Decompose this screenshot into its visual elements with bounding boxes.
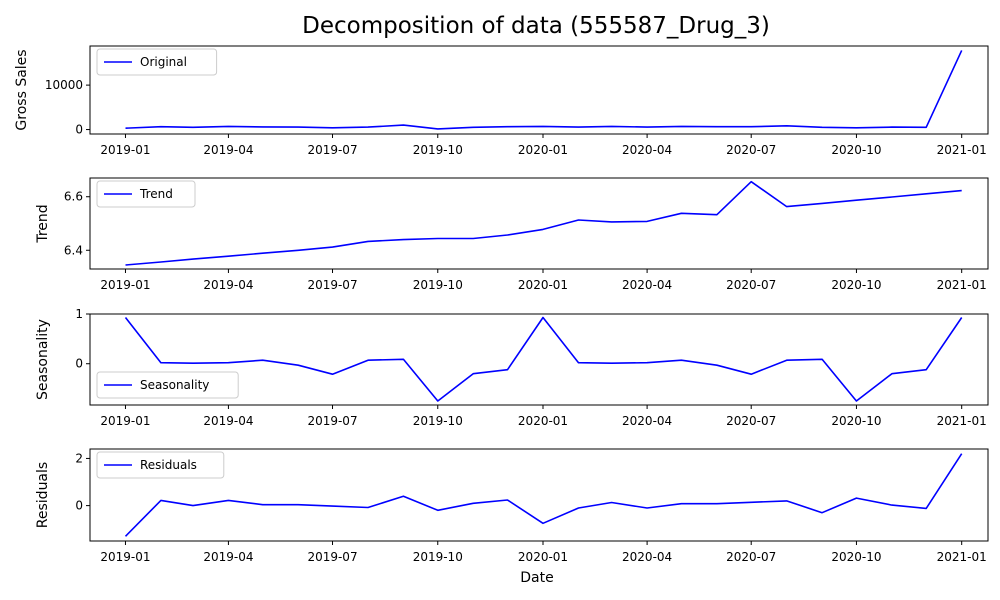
y-axis-label: Residuals bbox=[35, 462, 51, 528]
subplot-seasonality: 2019-01 2019-04 2019-07 2019-10 2020-01 2020-… bbox=[35, 307, 989, 428]
y-axis-label: Trend bbox=[35, 204, 51, 243]
y-tick-label: 0 bbox=[75, 499, 83, 513]
y-axis-label: Gross Sales bbox=[14, 49, 30, 130]
seasonality-series-line bbox=[124, 316, 963, 402]
x-tick-label: 2019-01 bbox=[100, 414, 150, 428]
subplot-original: 2019-01 2019-04 2019-07 2019-10 2020-01 2020-… bbox=[14, 45, 989, 157]
axes-frame bbox=[89, 177, 989, 270]
x-tick-label: 2019-04 bbox=[203, 414, 253, 428]
x-tick-label: 2019-04 bbox=[203, 550, 253, 564]
y-tick-label: 6.4 bbox=[64, 243, 83, 257]
x-tick-label: 2021-01 bbox=[937, 143, 987, 157]
legend-label: Residuals bbox=[140, 458, 197, 472]
x-tick-label: 2019-10 bbox=[413, 278, 463, 292]
x-tick-label: 2020-07 bbox=[726, 278, 776, 292]
x-tick-label: 2019-10 bbox=[413, 414, 463, 428]
legend: Trend bbox=[96, 180, 196, 208]
residuals-series-line bbox=[124, 453, 963, 537]
x-tick-label: 2019-10 bbox=[413, 550, 463, 564]
y-tick-label: 0 bbox=[75, 123, 83, 137]
x-tick-label: 2019-10 bbox=[413, 143, 463, 157]
x-tick-label: 2020-04 bbox=[622, 278, 672, 292]
x-tick-label: 2021-01 bbox=[937, 414, 987, 428]
x-tick-label: 2019-01 bbox=[100, 143, 150, 157]
original-series-line bbox=[125, 50, 963, 130]
y-tick-label: 0 bbox=[75, 357, 83, 371]
legend-label: Trend bbox=[139, 187, 173, 201]
x-tick-label: 2019-07 bbox=[307, 414, 357, 428]
subplot-trend: 2019-01 2019-04 2019-07 2019-10 2020-01 2020-… bbox=[35, 177, 989, 292]
legend: Residuals bbox=[96, 451, 225, 479]
legend-box bbox=[96, 371, 239, 399]
legend: Seasonality bbox=[96, 371, 239, 399]
x-tick-label: 2020-01 bbox=[518, 550, 568, 564]
legend: Original bbox=[96, 48, 218, 76]
x-tick-label: 2019-07 bbox=[307, 550, 357, 564]
x-tick-label: 2020-01 bbox=[518, 414, 568, 428]
x-tick-label: 2020-10 bbox=[831, 278, 881, 292]
subplot-residuals: 2019-01 2019-04 2019-07 2019-10 2020-01 2020-… bbox=[35, 448, 989, 564]
y-tick-label: 2 bbox=[75, 451, 83, 465]
y-tick-label: 10000 bbox=[45, 78, 83, 92]
legend-label: Original bbox=[140, 55, 187, 69]
x-tick-label: 2020-07 bbox=[726, 143, 776, 157]
x-tick-label: 2020-07 bbox=[726, 414, 776, 428]
legend-box bbox=[96, 180, 196, 208]
x-tick-label: 2019-01 bbox=[100, 550, 150, 564]
x-tick-label: 2019-04 bbox=[203, 278, 253, 292]
x-tick-label: 2020-04 bbox=[622, 143, 672, 157]
y-tick-label: 1 bbox=[75, 307, 83, 321]
y-tick-label: 6.6 bbox=[64, 190, 83, 204]
legend-label: Seasonality bbox=[140, 378, 209, 392]
x-tick-label: 2019-07 bbox=[307, 278, 357, 292]
x-tick-label: 2020-10 bbox=[831, 143, 881, 157]
trend-series-line bbox=[125, 180, 962, 266]
x-tick-label: 2019-04 bbox=[203, 143, 253, 157]
x-tick-label: 2020-01 bbox=[518, 278, 568, 292]
x-tick-label: 2021-01 bbox=[937, 278, 987, 292]
y-axis-label: Seasonality bbox=[35, 319, 51, 400]
axes-frame bbox=[89, 45, 989, 135]
x-tick-label: 2020-04 bbox=[622, 550, 672, 564]
x-tick-label: 2020-04 bbox=[622, 414, 672, 428]
x-tick-label: 2020-07 bbox=[726, 550, 776, 564]
legend-box bbox=[96, 451, 225, 479]
axes-frame bbox=[89, 313, 989, 406]
x-tick-label: 2019-07 bbox=[307, 143, 357, 157]
x-tick-label: 2020-10 bbox=[831, 550, 881, 564]
x-tick-label: 2019-01 bbox=[100, 278, 150, 292]
x-tick-label: 2021-01 bbox=[937, 550, 987, 564]
figure-title: Decomposition of data (555587_Drug_3) bbox=[302, 13, 770, 39]
legend-box bbox=[96, 48, 218, 76]
x-tick-label: 2020-10 bbox=[831, 414, 881, 428]
axes-frame bbox=[89, 448, 989, 542]
x-tick-label: 2020-01 bbox=[518, 143, 568, 157]
x-axis-label: Date bbox=[520, 570, 553, 586]
